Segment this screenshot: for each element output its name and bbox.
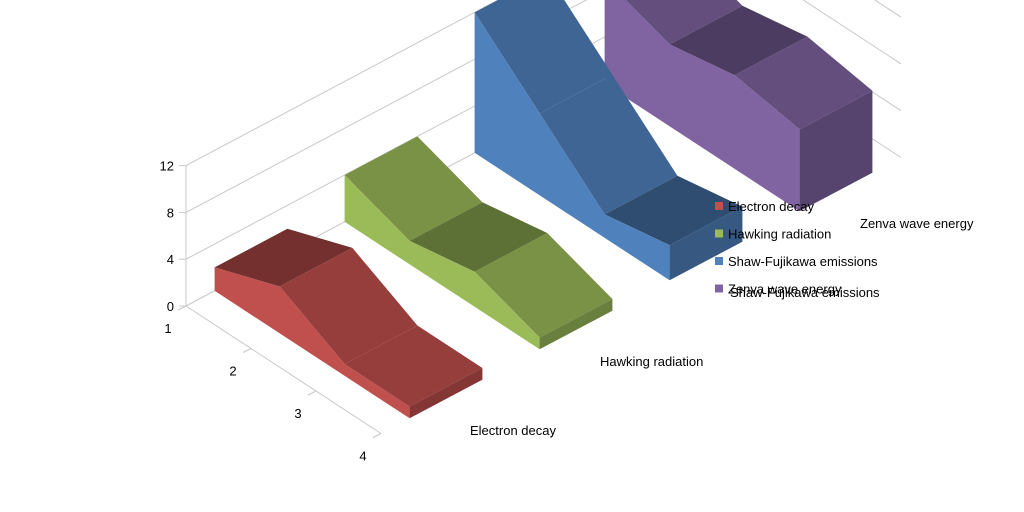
ribbon-top-segment — [604, 175, 743, 246]
ribbon-top-segment — [669, 5, 808, 76]
series-axis-label: Hawking radiation — [600, 354, 703, 369]
x-tick-label: 4 — [359, 449, 366, 464]
ribbon-top-segment — [539, 74, 678, 215]
series-hawking-radiation — [344, 136, 613, 350]
x-tick-label: 1 — [164, 321, 171, 336]
ribbon-top-segment — [214, 228, 353, 287]
ribbon-top-segment — [474, 233, 613, 338]
ribbon-end-cap — [409, 368, 483, 419]
legend-entry-label: Zenva wave energy — [728, 282, 842, 297]
x-tick-mark — [372, 433, 382, 438]
y-tick-label: 4 — [167, 252, 174, 267]
x-tick-label: 3 — [294, 406, 301, 421]
ribbon-front-face — [214, 267, 410, 419]
legend-entry-label: Hawking radiation — [728, 227, 831, 242]
ribbon-front-face — [344, 175, 540, 350]
y-tick-label: 12 — [160, 159, 174, 174]
series-axis-label: Zenva wave energy — [860, 216, 974, 231]
ribbon-front-face — [474, 12, 670, 281]
y-tick-label: 8 — [167, 205, 174, 220]
ribbon-top-segment — [625, 0, 743, 45]
y-tick-label: 0 — [167, 299, 174, 314]
legend-entry-label: Electron decay — [728, 199, 814, 214]
legend-entry-label: Shaw-Fujikawa emissions — [728, 254, 878, 269]
ribbon-end-cap — [669, 206, 743, 281]
ribbon-top-segment — [344, 136, 483, 241]
series-axis-label: Shaw-Fujikawa emissions — [730, 285, 880, 300]
ribbon-top-segment — [734, 36, 873, 130]
x-tick-mark — [307, 390, 317, 396]
legend-swatch — [715, 257, 723, 265]
axis-line-x — [185, 305, 382, 434]
ribbon-end-cap — [799, 90, 873, 212]
x-tick-mark — [242, 348, 252, 353]
ribbon-front-face — [604, 0, 800, 212]
ribbon-top-segment — [344, 325, 483, 407]
ribbon-top-segment — [409, 202, 548, 272]
legend-swatch — [715, 202, 723, 210]
series-axis-label: Electron decay — [470, 423, 556, 438]
gridline-y — [185, 0, 902, 213]
series-zenva-wave-energy — [604, 0, 873, 212]
x-tick-label: 2 — [229, 364, 236, 379]
legend-swatch — [715, 229, 723, 238]
series-axis-labels: Electron decay Hawking radiation Shaw-Fuji… — [470, 216, 974, 438]
legend-swatch — [715, 284, 723, 293]
x-tick-mark — [177, 305, 187, 311]
legend: Electron decay Hawking radiation Shaw-Fuji… — [715, 199, 878, 297]
ribbon-top-segment — [279, 247, 418, 365]
series-group — [214, 0, 873, 419]
ribbon-top-segment — [474, 0, 613, 114]
gridline-y — [185, 0, 902, 167]
series-electron-decay — [214, 228, 483, 419]
series-shaw-fujikawa-emissions — [474, 0, 743, 281]
ribbon-end-cap — [539, 299, 613, 350]
